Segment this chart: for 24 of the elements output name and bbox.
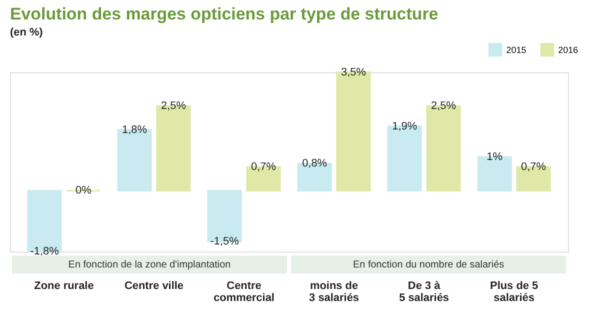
x-tick-label: moins de 3 salariés: [309, 280, 360, 304]
data-label: 0,8%: [302, 158, 328, 170]
x-tick-label: De 3 à 5 salariés: [399, 280, 450, 304]
data-label: -1,8%: [30, 246, 60, 258]
data-label: 0,7%: [250, 161, 276, 174]
data-label: 1,8%: [122, 124, 148, 136]
data-label: -1,5%: [210, 236, 240, 248]
data-label: 0,7%: [521, 161, 546, 174]
x-tick-label: Centre commercial: [214, 280, 274, 304]
data-label: 2,5%: [431, 100, 456, 112]
data-label: 0%: [76, 184, 92, 197]
text: En fonction de la zone d'implantation: [68, 260, 231, 271]
text: En fonction du nombre de salariés: [353, 260, 504, 271]
x-tick-label: Zone rurale: [34, 280, 94, 292]
data-label: 1,9%: [392, 120, 418, 132]
chart-subtitle: (en %): [10, 26, 44, 38]
data-label: 2,5%: [160, 100, 186, 112]
x-tick-label: Plus de 5 salariés: [490, 280, 538, 304]
x-tick-label: Centre ville: [124, 280, 184, 292]
legend-label: 2015: [506, 44, 526, 55]
data-label: 3,5%: [341, 66, 366, 78]
legend-label: 2016: [558, 44, 578, 55]
chart-title: Evolution des marges opticiens par type de structure: [10, 4, 438, 24]
data-label: 1%: [486, 150, 503, 163]
